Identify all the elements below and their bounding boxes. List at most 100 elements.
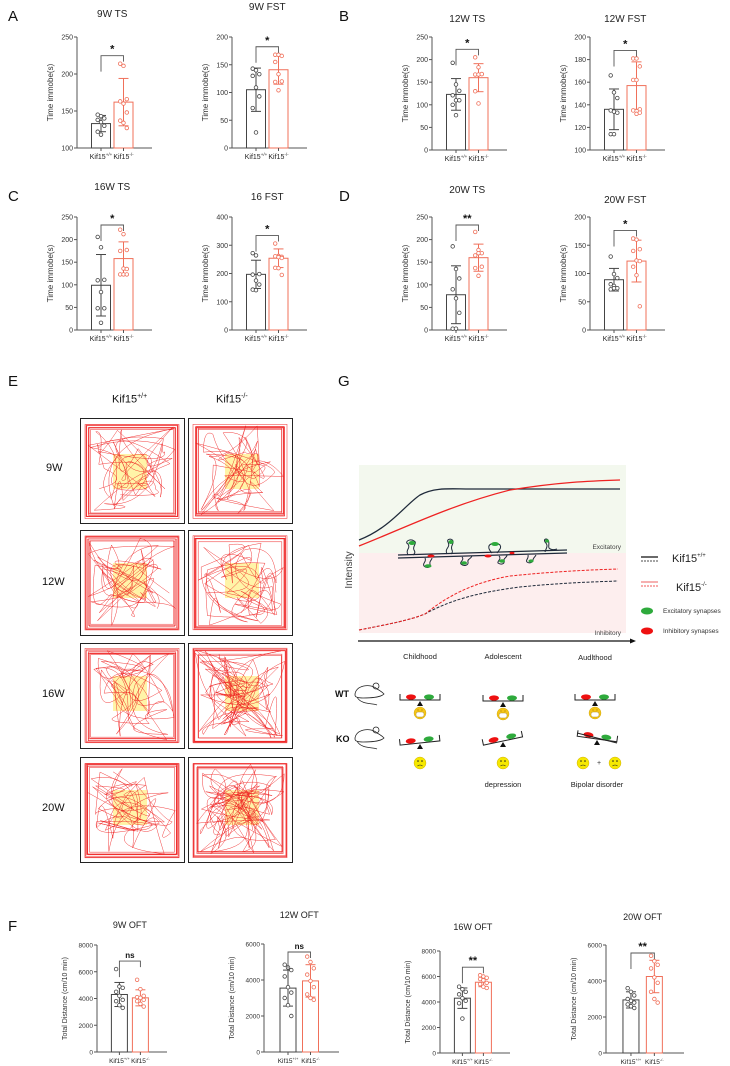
track-path — [195, 764, 285, 855]
track-border — [197, 768, 283, 854]
face-eye — [612, 760, 614, 762]
data-point — [456, 1001, 462, 1006]
chart-12w-oft: 12W OFT 0 2000 4000 6000 Total Distance (cm/1… — [229, 910, 339, 1065]
data-point — [102, 306, 107, 311]
arena-20w-ko — [188, 757, 293, 863]
y-tick-label: 150 — [416, 260, 428, 267]
face-eye — [421, 760, 423, 762]
data-point — [250, 272, 255, 277]
data-point — [102, 277, 107, 283]
data-point — [285, 1003, 291, 1008]
legend-excitatory-label: Excitatory synapses — [663, 608, 722, 615]
data-point — [273, 241, 278, 246]
y-tick-label: 50 — [65, 305, 73, 312]
y-tick-label: 8000 — [422, 949, 437, 956]
scale-fulcrum — [592, 701, 598, 706]
data-point — [276, 88, 281, 93]
significance-bracket — [613, 50, 637, 67]
track-plot — [192, 647, 288, 744]
data-point — [250, 66, 255, 71]
data-point — [95, 234, 100, 240]
track-plot — [192, 535, 288, 631]
data-point — [615, 275, 620, 281]
open-field-row-label: 20W — [42, 802, 65, 814]
x-tick-label: Kif15+/+ — [278, 1056, 299, 1065]
data-point — [476, 250, 481, 256]
track-border — [87, 764, 177, 855]
track-plot — [84, 648, 180, 744]
data-point — [473, 89, 478, 94]
data-point — [279, 53, 284, 59]
data-point — [134, 977, 140, 982]
data-point — [637, 64, 642, 69]
arena-16w-wt — [80, 643, 185, 749]
data-point — [279, 79, 284, 84]
y-tick-label: 200 — [61, 72, 73, 79]
track-border — [194, 650, 286, 742]
significance-label: ** — [638, 941, 647, 953]
face-mouth — [500, 764, 506, 767]
y-tick-label: 100 — [416, 102, 428, 109]
sad-face-icon — [413, 756, 427, 770]
data-point — [652, 975, 657, 980]
face-teeth — [498, 712, 508, 719]
scale-beam-alt — [576, 732, 618, 744]
y-tick-label: 200 — [574, 215, 586, 222]
data-point — [473, 55, 478, 60]
significance-label: * — [465, 37, 470, 49]
outcome-label-bipolar: Bipolar disorder — [571, 780, 624, 789]
excitatory-weight — [601, 734, 612, 740]
y-tick-label: 2000 — [588, 1015, 603, 1022]
track-border — [89, 767, 175, 853]
excitatory-weight — [424, 694, 434, 700]
data-point — [113, 966, 119, 972]
y-tick-label: 100 — [216, 299, 228, 306]
scale-beam — [574, 694, 616, 701]
legend-wt-label: Kif15+/+ — [672, 553, 706, 565]
data-point — [253, 85, 259, 90]
y-tick-label: 0 — [89, 1050, 93, 1057]
y-tick-label: 100 — [61, 146, 73, 153]
face-eye — [616, 760, 618, 762]
track-border — [85, 763, 179, 857]
chart-9w-oft: 9W OFT 0 2000 4000 6000 8000 Total Distance (c… — [62, 920, 167, 1065]
chart-title: 9W FST — [249, 2, 286, 13]
x-tick-label: Kif15-/- — [626, 334, 647, 343]
track-border — [192, 648, 288, 744]
chart-title: 12W TS — [449, 14, 485, 25]
arena-16w-ko — [188, 643, 293, 749]
data-point — [450, 244, 455, 249]
data-point — [453, 296, 459, 301]
y-tick-label: 6000 — [79, 969, 94, 976]
face-eye — [504, 760, 506, 762]
data-point — [250, 73, 255, 79]
track-border — [87, 765, 177, 856]
mouse-body — [354, 729, 385, 750]
data-point — [476, 273, 481, 278]
x-tick-label: Kif15-/- — [468, 334, 489, 343]
data-point — [273, 59, 278, 65]
data-point — [655, 962, 660, 967]
data-point — [456, 984, 462, 989]
y-tick-label: 50 — [578, 299, 586, 306]
significance-label: * — [265, 35, 270, 47]
model-x-axis-arrow — [630, 638, 636, 644]
y-axis-label: Time immobe(s) — [46, 244, 55, 302]
data-point — [102, 123, 107, 128]
open-field-col-label-wt: Kif15+/+ — [112, 393, 148, 406]
ko-inhibitory-curve — [358, 568, 619, 631]
x-tick-label: Kif15+/+ — [245, 334, 268, 343]
mouse-ear — [372, 726, 380, 734]
data-point — [98, 289, 104, 295]
panel-letter-c: C — [8, 188, 19, 205]
data-point — [305, 992, 310, 997]
y-tick-label: 2000 — [79, 1023, 94, 1030]
y-tick-label: 250 — [61, 215, 73, 222]
track-border — [85, 649, 179, 742]
data-point — [479, 71, 484, 77]
track-path — [93, 649, 175, 741]
y-tick-label: 120 — [574, 125, 586, 132]
track-border — [198, 655, 282, 739]
data-point — [117, 99, 123, 104]
face-circle — [413, 756, 427, 770]
